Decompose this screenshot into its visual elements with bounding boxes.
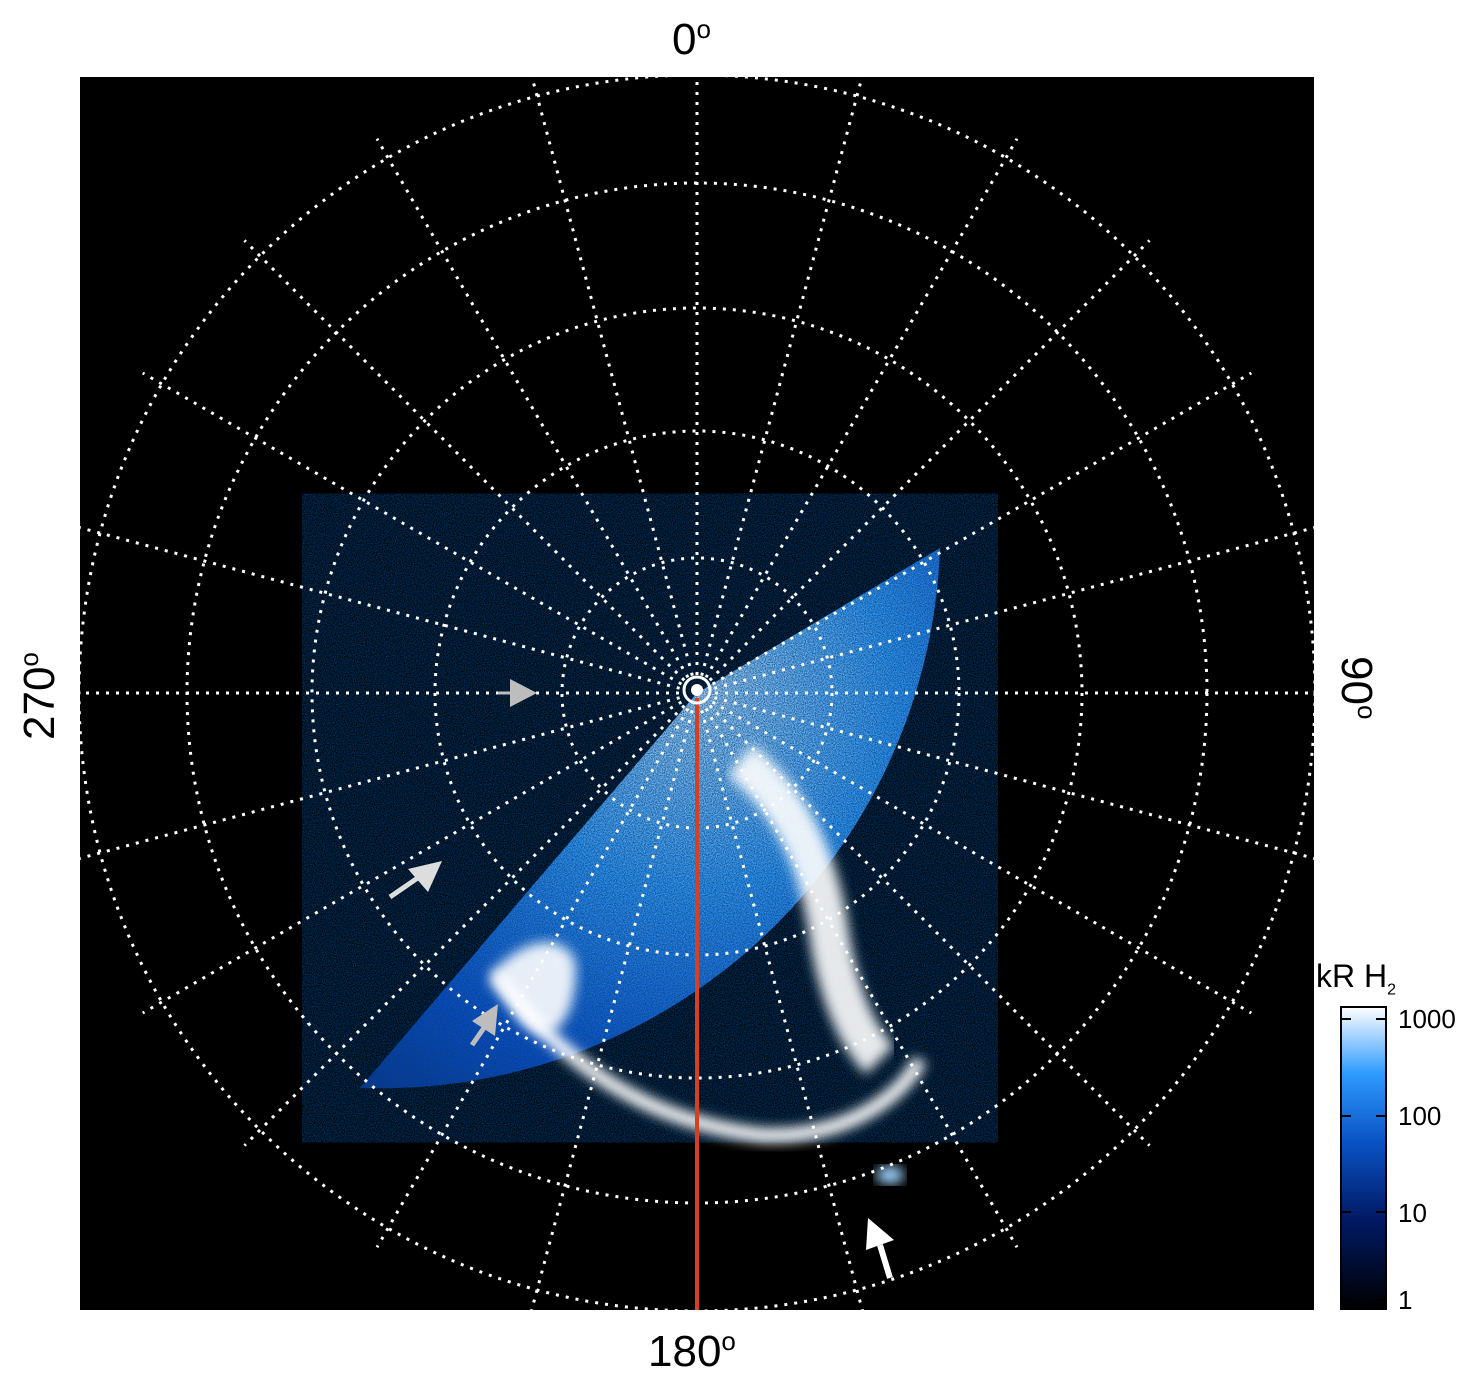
- meridian-line-345: [530, 77, 694, 677]
- colorbar-tick-100: 100: [1398, 1101, 1442, 1131]
- pole-marker-outer: [682, 675, 712, 705]
- arrow-white: [866, 1218, 894, 1279]
- meridian-line-30: [704, 137, 1019, 679]
- meridian-line-285: [80, 526, 681, 690]
- meridian-line-315: [243, 239, 686, 682]
- meridian-line-135: [708, 704, 1151, 1147]
- longitude-label-270: 270o: [14, 652, 64, 740]
- meridian-line-150: [704, 707, 1019, 1249]
- arrow-gray-3: [469, 1004, 498, 1047]
- colorbar-tick-10: 10: [1398, 1198, 1427, 1228]
- meridian-line-240: [141, 700, 683, 1015]
- meridian-line-165: [700, 709, 864, 1310]
- longitude-label-90: 90o: [1332, 656, 1382, 720]
- meridian-line-195: [530, 709, 694, 1310]
- arrow-gray-2: [388, 861, 442, 900]
- colorbar-tick-marks: [1341, 1018, 1386, 1301]
- pole-marker-inner: [691, 684, 703, 696]
- colorbar-title: kR H2: [1316, 958, 1397, 999]
- meridian-line-120: [711, 700, 1253, 1015]
- bright-patch: [490, 942, 576, 1034]
- latitude-circle-3: [310, 306, 1084, 1080]
- longitude-label-0: 0o: [672, 14, 711, 64]
- colorbar-tick-1000: 1000: [1398, 1004, 1456, 1034]
- meridian-line-105: [713, 696, 1314, 860]
- meridian-line-75: [713, 526, 1314, 690]
- meridian-line-210: [375, 707, 690, 1249]
- meridian-line-255: [80, 696, 681, 860]
- meridian-line-330: [375, 137, 690, 679]
- arrow-gray-1: [498, 679, 537, 707]
- meridian-line-15: [700, 77, 864, 677]
- colorbar: [1340, 1006, 1387, 1310]
- colorbar-tick-1: 1: [1398, 1285, 1413, 1315]
- meridian-line-225: [243, 704, 686, 1147]
- meridian-line-45: [708, 239, 1151, 682]
- main-auroral-oval: [489, 970, 927, 1143]
- meridian-line-60: [711, 371, 1253, 686]
- bright-arc: [727, 744, 895, 1075]
- longitude-label-180: 180o: [648, 1326, 736, 1376]
- footprint-spot: [876, 1166, 904, 1184]
- meridian-line-300: [141, 371, 683, 686]
